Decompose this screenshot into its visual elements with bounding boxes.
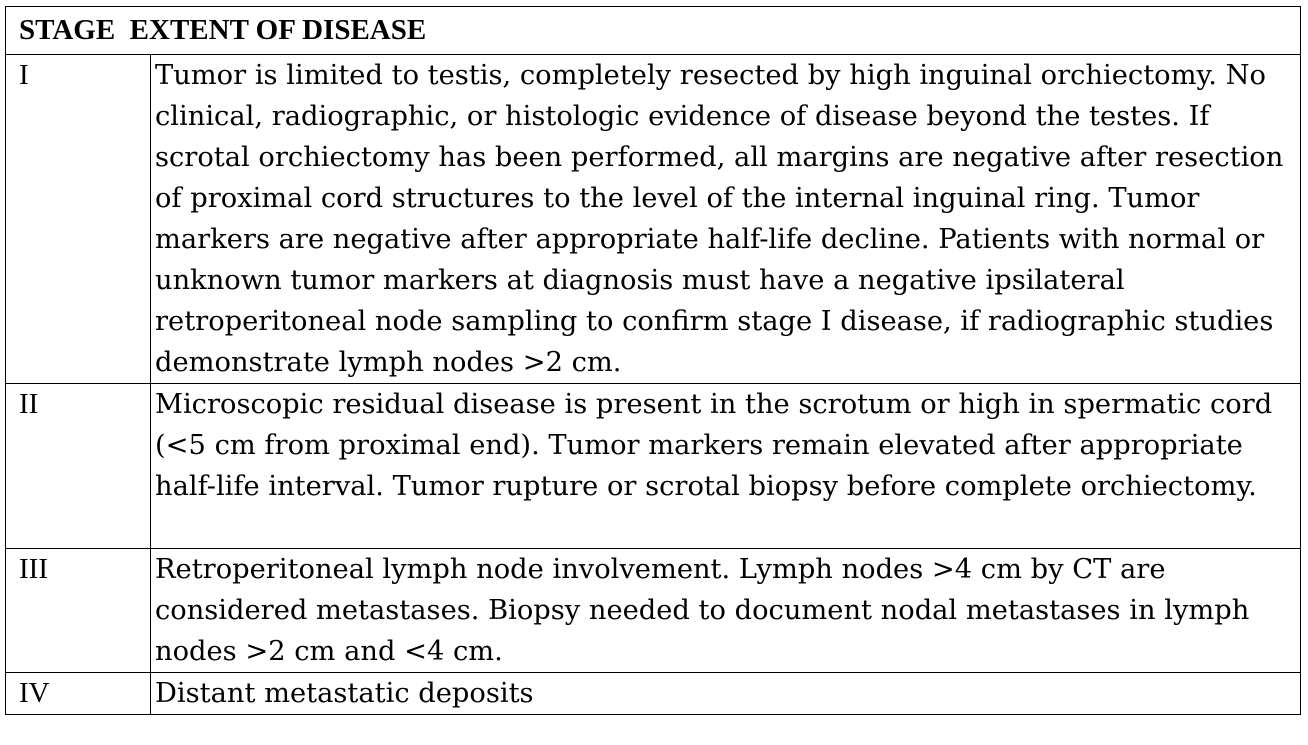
table-row: I Tumor is limited to testis, completely… [5, 54, 1301, 384]
stage-cell: III [5, 548, 151, 673]
table-header-row: STAGE EXTENT OF DISEASE [5, 6, 1301, 55]
extent-cell: Microscopic residual disease is present … [150, 383, 1301, 549]
table-row: II Microscopic residual disease is prese… [5, 383, 1301, 549]
table-header: STAGE EXTENT OF DISEASE [5, 6, 1301, 55]
staging-table: STAGE EXTENT OF DISEASE I Tumor is limit… [5, 6, 1301, 715]
extent-cell: Distant metastatic deposits [150, 672, 1301, 715]
extent-cell: Retroperitoneal lymph node involvement. … [150, 548, 1301, 673]
stage-cell: IV [5, 672, 151, 715]
extent-cell: Tumor is limited to testis, completely r… [150, 54, 1301, 384]
table-row: III Retroperitoneal lymph node involveme… [5, 548, 1301, 673]
stage-cell: I [5, 54, 151, 384]
stage-cell: II [5, 383, 151, 549]
table-row: IV Distant metastatic deposits [5, 672, 1301, 715]
